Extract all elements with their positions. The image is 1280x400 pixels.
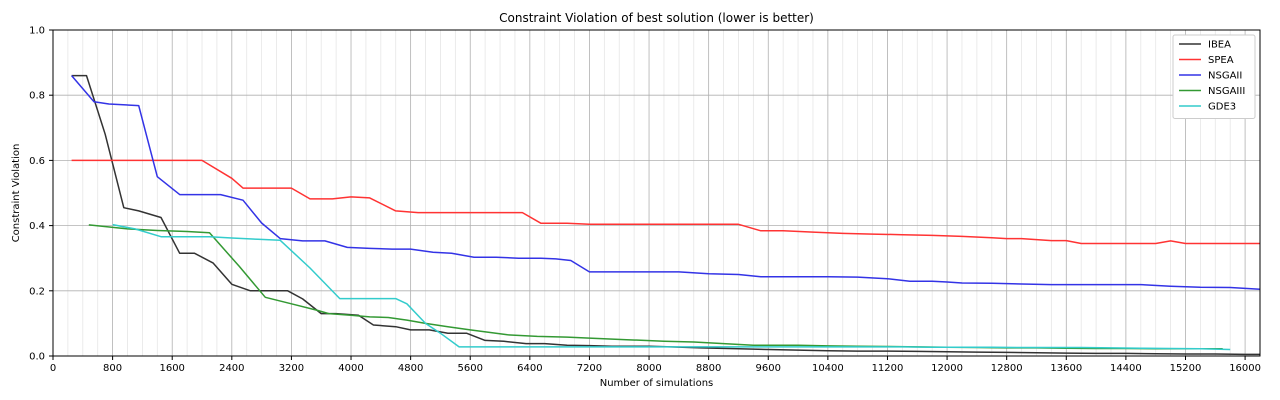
x-axis-label: Number of simulations xyxy=(600,378,714,389)
series-line-ibea xyxy=(71,74,1260,356)
series-line-spea xyxy=(71,159,1260,245)
minor-gridlines xyxy=(67,30,1261,356)
x-tick-label: 2400 xyxy=(219,363,244,374)
x-tick-label: 13600 xyxy=(1050,363,1082,374)
legend-box xyxy=(1172,34,1256,119)
x-tick-label: 16000 xyxy=(1229,363,1261,374)
series-line-nsgaiii xyxy=(88,224,1223,350)
series-line-gde3 xyxy=(112,223,1231,351)
x-tick-label: 4000 xyxy=(338,363,363,374)
x-tick-label: 8000 xyxy=(636,363,661,374)
y-axis-label: Constraint Violation xyxy=(11,144,22,243)
legend: IBEA SPEA NSGAII NSGAIII GDE3 xyxy=(1172,34,1256,119)
x-tick-label: 10400 xyxy=(812,363,844,374)
y-tick-label: 1.0 xyxy=(29,26,45,37)
legend-label: NSGAIII xyxy=(1208,86,1245,97)
y-tick-label: 0.8 xyxy=(29,91,45,102)
series-lines xyxy=(71,74,1261,356)
x-tick-label: 11200 xyxy=(872,363,904,374)
x-tick-label: 12000 xyxy=(931,363,963,374)
x-tick-label: 12800 xyxy=(991,363,1023,374)
x-tick-label: 1600 xyxy=(159,363,184,374)
plot-frame xyxy=(52,29,1261,357)
y-tick-label: 0.4 xyxy=(29,221,45,232)
major-gridlines xyxy=(52,29,1260,357)
x-tick-label: 3200 xyxy=(279,363,304,374)
y-axis-ticks: 0.0 0.2 0.4 0.6 0.8 1.0 xyxy=(29,26,53,363)
y-tick-label: 0.6 xyxy=(29,156,45,167)
x-tick-label: 7200 xyxy=(577,363,602,374)
x-tick-label: 0 xyxy=(50,363,56,374)
legend-label: NSGAII xyxy=(1208,71,1242,82)
y-tick-label: 0.0 xyxy=(29,352,45,363)
y-tick-label: 0.2 xyxy=(29,286,45,297)
x-tick-label: 15200 xyxy=(1170,363,1202,374)
series-line-nsgaii xyxy=(71,75,1261,290)
chart-title: Constraint Violation of best solution (l… xyxy=(499,11,814,25)
x-tick-label: 8800 xyxy=(696,363,721,374)
legend-label: GDE3 xyxy=(1208,102,1236,113)
x-tick-label: 9600 xyxy=(756,363,781,374)
x-tick-label: 4800 xyxy=(398,363,423,374)
x-axis-ticks: 0 800 1600 2400 3200 4000 4800 5600 6400 7200 8000… xyxy=(50,356,1261,374)
legend-label: SPEA xyxy=(1208,55,1234,66)
x-tick-label: 14400 xyxy=(1110,363,1142,374)
legend-label: IBEA xyxy=(1208,40,1231,51)
x-tick-label: 800 xyxy=(103,363,122,374)
x-tick-label: 5600 xyxy=(458,363,483,374)
x-tick-label: 6400 xyxy=(517,363,542,374)
